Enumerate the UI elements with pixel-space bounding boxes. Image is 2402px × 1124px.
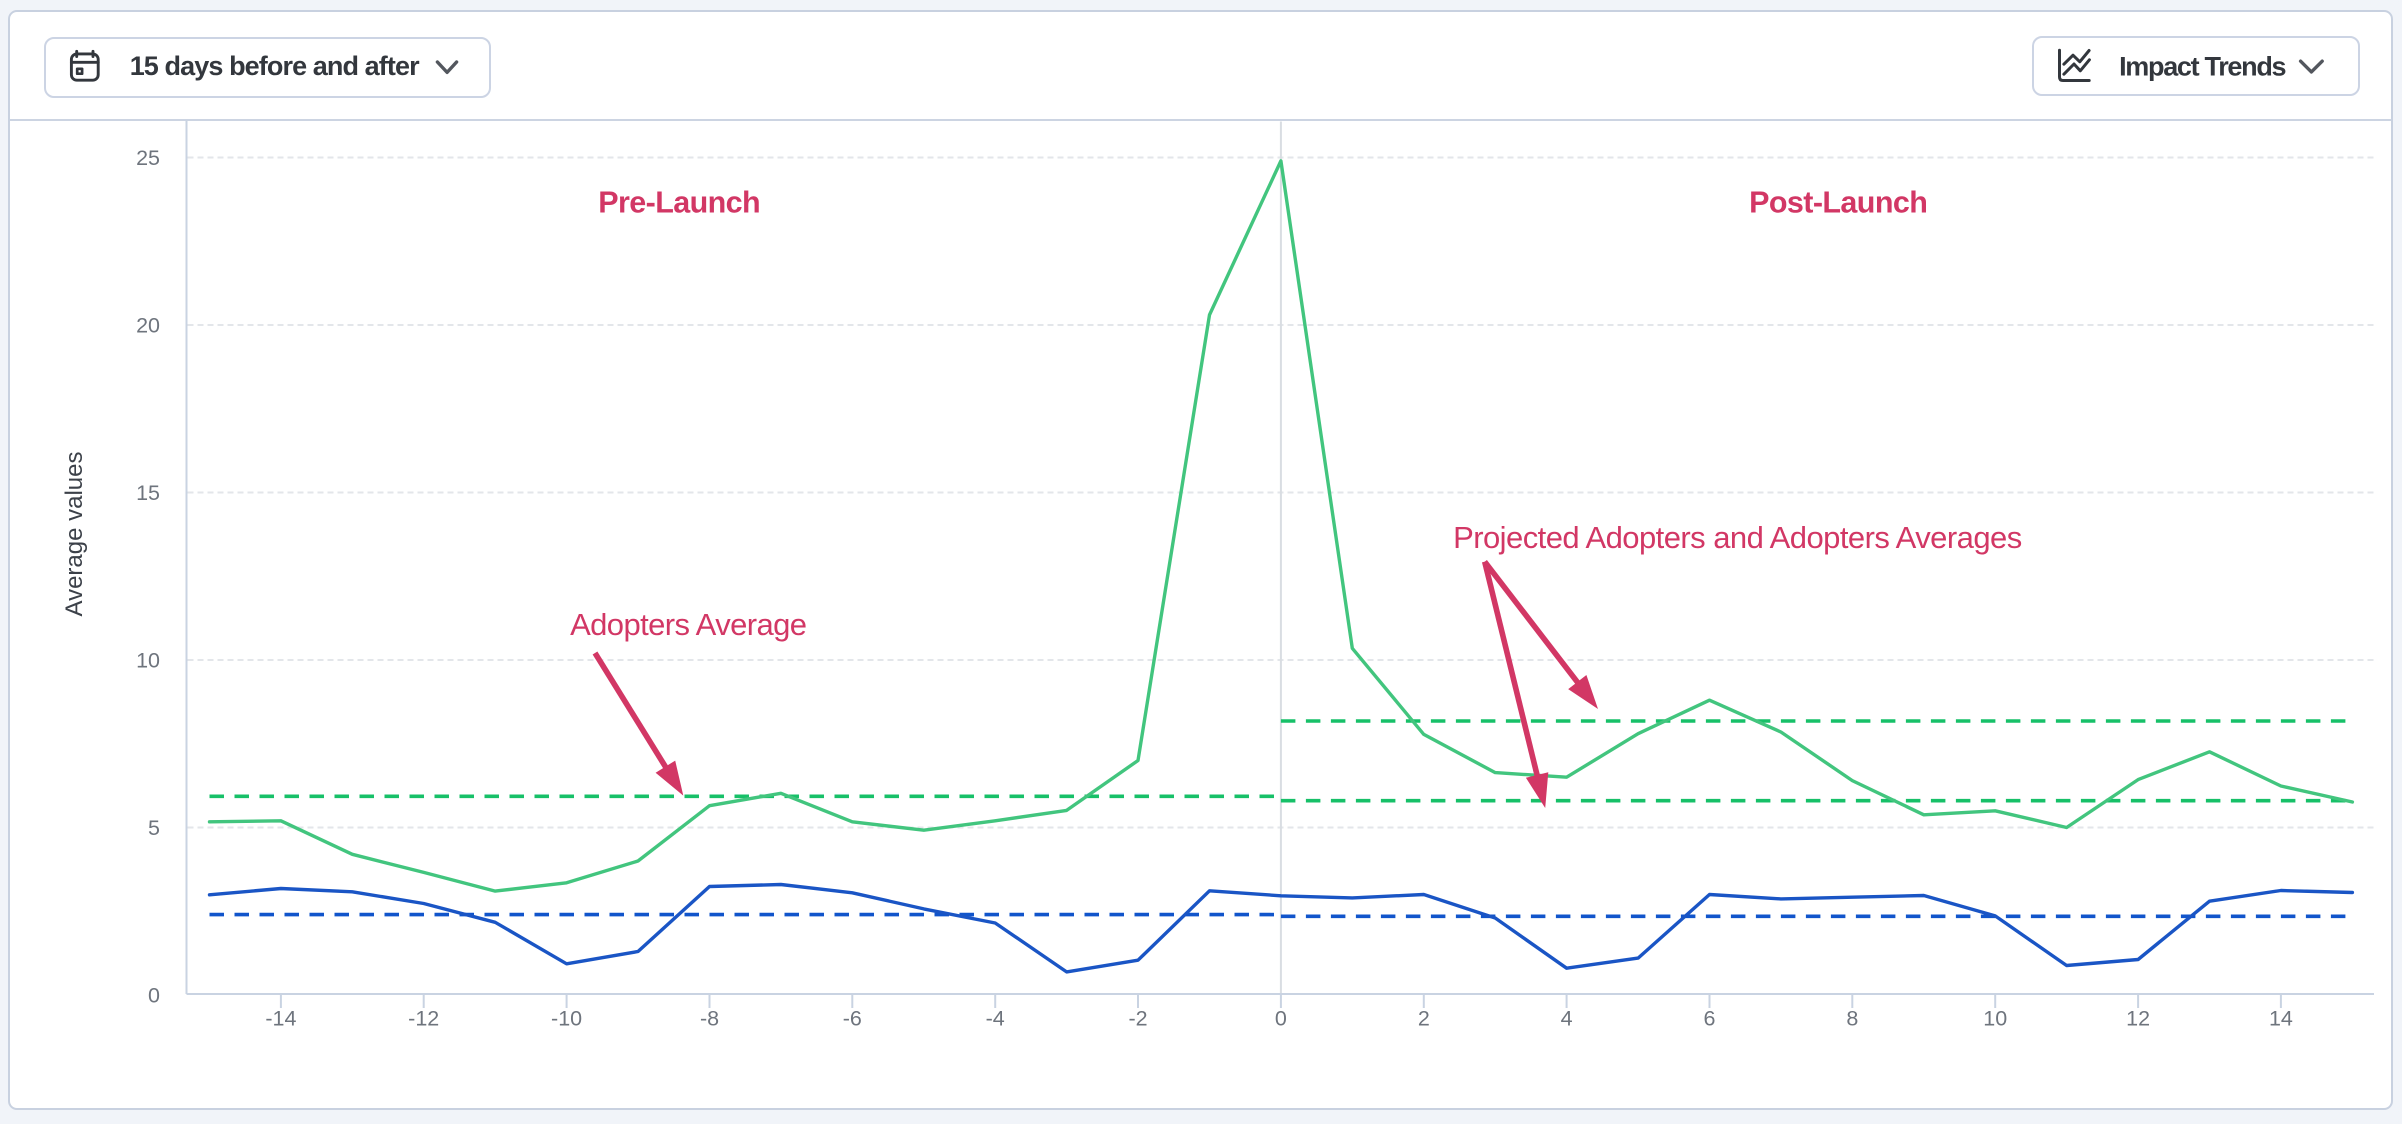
- svg-text:Post-Launch: Post-Launch: [1749, 186, 1927, 220]
- svg-text:Pre-Launch: Pre-Launch: [598, 186, 760, 220]
- svg-text:25: 25: [136, 146, 160, 170]
- svg-text:-10: -10: [551, 1007, 582, 1031]
- svg-text:Average values: Average values: [61, 452, 88, 617]
- svg-text:4: 4: [1561, 1007, 1573, 1031]
- svg-text:12: 12: [2126, 1007, 2150, 1031]
- svg-text:-4: -4: [986, 1007, 1005, 1031]
- svg-text:6: 6: [1704, 1007, 1716, 1031]
- svg-text:-14: -14: [265, 1007, 296, 1031]
- svg-text:Adopters Average: Adopters Average: [570, 607, 806, 642]
- svg-text:0: 0: [1275, 1007, 1287, 1031]
- svg-text:15: 15: [136, 481, 160, 505]
- svg-text:10: 10: [1983, 1007, 2007, 1031]
- svg-text:20: 20: [136, 314, 160, 338]
- svg-text:14: 14: [2269, 1007, 2293, 1031]
- svg-text:2: 2: [1418, 1007, 1430, 1031]
- svg-text:15 days before and after: 15 days before and after: [130, 51, 420, 81]
- svg-text:Projected Adopters and Adopter: Projected Adopters and Adopters Averages: [1453, 520, 2022, 555]
- svg-text:Impact Trends: Impact Trends: [2119, 51, 2285, 81]
- svg-text:5: 5: [148, 816, 160, 840]
- svg-text:-2: -2: [1128, 1007, 1147, 1031]
- svg-text:8: 8: [1846, 1007, 1858, 1031]
- svg-text:0: 0: [148, 984, 160, 1008]
- svg-text:-6: -6: [843, 1007, 862, 1031]
- svg-text:-8: -8: [700, 1007, 719, 1031]
- svg-text:10: 10: [136, 649, 160, 673]
- svg-text:-12: -12: [408, 1007, 439, 1031]
